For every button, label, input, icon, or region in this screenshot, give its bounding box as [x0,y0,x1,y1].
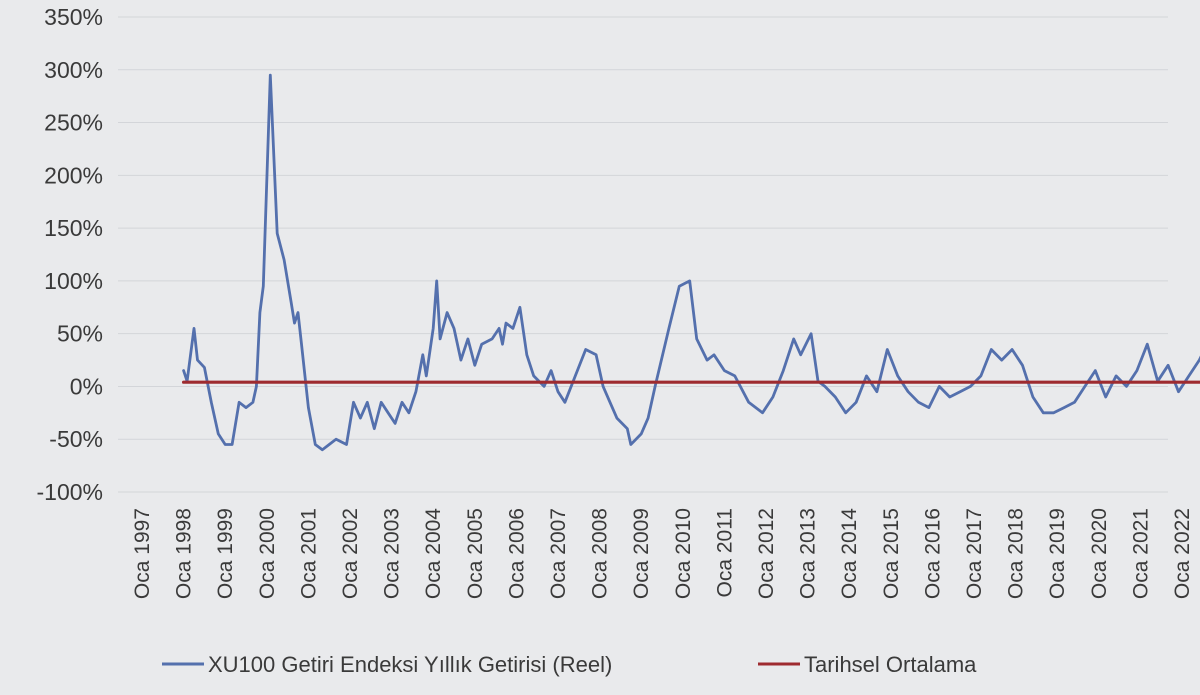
x-tick-label: Oca 2014 [838,508,861,599]
y-tick-label: 250% [44,110,103,136]
grid-lines [118,16,1168,493]
x-tick-label: Oca 2020 [1088,508,1111,599]
x-tick-label: Oca 2009 [630,508,653,599]
x-tick-label: Oca 2015 [880,508,903,599]
y-tick-label: -100% [37,479,103,505]
series-layer [182,73,1200,452]
y-axis-tick-labels: 350% 300% 250% 200% 150% 100% 50% 0% -50% -100% [37,4,103,505]
x-tick-label: Oca 1997 [131,508,154,599]
legend-entry-historical-average: Tarihsel Ortalama [758,652,977,677]
x-tick-label: Oca 2003 [381,508,404,599]
legend: XU100 Getiri Endeksi Yıllık Getirisi (Re… [162,652,977,677]
x-tick-label: Oca 2008 [589,508,612,599]
y-tick-label: 100% [44,268,103,294]
x-tick-label: Oca 2001 [297,508,320,599]
x-tick-label: Oca 2006 [505,508,528,599]
x-tick-label: Oca 2012 [755,508,778,599]
y-tick-label: 150% [44,215,103,241]
legend-label: Tarihsel Ortalama [804,652,977,677]
x-tick-label: Oca 2021 [1129,508,1152,599]
x-tick-label: Oca 1999 [214,508,237,599]
x-tick-label: Oca 2013 [797,508,820,599]
series-line-xu100 [182,73,1200,452]
x-tick-label: Oca 2004 [422,508,445,599]
y-tick-label: -50% [49,426,103,452]
x-tick-label: Oca 2000 [256,508,279,599]
x-tick-label: Oca 2011 [713,508,736,598]
y-tick-label: 200% [44,162,103,188]
y-tick-label: 0% [70,373,103,399]
x-tick-label: Oca 2007 [547,508,570,599]
x-tick-label: Oca 2019 [1046,508,1069,599]
x-tick-label: Oca 2005 [464,508,487,599]
x-tick-label: Oca 2022 [1171,508,1194,599]
x-tick-label: Oca 1998 [173,508,196,599]
legend-label: XU100 Getiri Endeksi Yıllık Getirisi (Re… [208,652,612,677]
x-axis-tick-labels: Oca 1997 Oca 1998 Oca 1999 Oca 2000 Oca 2001… [131,508,1194,599]
x-tick-label: Oca 2002 [339,508,362,599]
y-tick-label: 300% [44,57,103,83]
x-tick-label: Oca 2017 [963,508,986,599]
legend-entry-xu100: XU100 Getiri Endeksi Yıllık Getirisi (Re… [162,652,612,677]
x-tick-label: Oca 2018 [1005,508,1028,599]
x-tick-label: Oca 2010 [672,508,695,599]
x-tick-label: Oca 2016 [921,508,944,599]
y-tick-label: 50% [57,321,103,347]
y-tick-label: 350% [44,4,103,30]
